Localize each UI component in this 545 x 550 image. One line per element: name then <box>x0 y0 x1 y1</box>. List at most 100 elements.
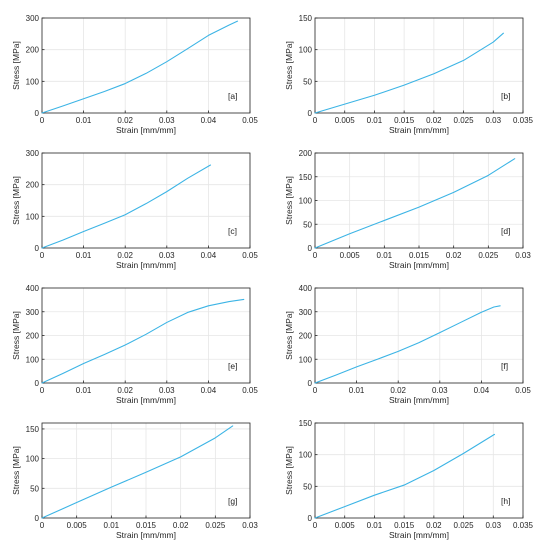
x-tick-label: 0.05 <box>242 251 258 260</box>
x-tick-label: 0.01 <box>76 386 92 395</box>
y-tick-label: 300 <box>26 14 40 23</box>
y-tick-label: 100 <box>26 212 40 221</box>
x-tick-label: 0.05 <box>242 116 258 125</box>
x-tick-label: 0.04 <box>201 386 217 395</box>
x-tick-label: 0.01 <box>76 116 92 125</box>
x-tick-label: 0 <box>40 521 45 530</box>
y-tick-label: 100 <box>299 355 313 364</box>
x-tick-label: 0.03 <box>159 251 175 260</box>
chart-panel: 0 0.01 0.02 0.03 0.04 0.05 0 100 200 300 Strain [m… <box>11 14 258 135</box>
y-tick-label: 0 <box>35 379 40 388</box>
panel-label: [c] <box>228 226 237 236</box>
x-tick-label: 0.03 <box>485 521 501 530</box>
x-tick-label: 0.03 <box>515 251 531 260</box>
panel-label: [f] <box>501 361 508 371</box>
chart-panel: 0 0.005 0.01 0.015 0.02 0.025 0.03 0.035 0 50 100 1… <box>284 14 534 135</box>
y-tick-label: 200 <box>26 332 40 341</box>
y-tick-label: 100 <box>26 355 40 364</box>
y-axis-label: Stress [MPa] <box>284 176 294 225</box>
x-tick-label: 0 <box>313 521 318 530</box>
x-axis-label: Strain [mm/mm] <box>116 530 176 540</box>
x-tick-label: 0.01 <box>377 251 393 260</box>
series-line <box>314 433 496 519</box>
x-tick-label: 0.005 <box>335 521 356 530</box>
panel-label: [e] <box>228 361 237 371</box>
chart-panel: 0 0.005 0.01 0.015 0.02 0.025 0.03 0 50 100 150 200… <box>284 149 531 270</box>
chart-panel: 0 0.01 0.02 0.03 0.04 0.05 0 100 200 300 400 Strain… <box>11 284 258 405</box>
y-tick-label: 100 <box>26 455 40 464</box>
x-tick-label: 0.035 <box>513 521 534 530</box>
y-tick-label: 150 <box>26 425 40 434</box>
x-tick-label: 0 <box>40 251 45 260</box>
x-tick-label: 0.03 <box>159 116 175 125</box>
panel-label: [b] <box>501 91 510 101</box>
y-tick-label: 400 <box>299 284 313 293</box>
x-tick-label: 0.015 <box>136 521 157 530</box>
x-tick-label: 0.035 <box>513 116 534 125</box>
series-line <box>41 20 239 114</box>
series-line <box>41 164 212 249</box>
y-tick-label: 200 <box>299 332 313 341</box>
series-line <box>314 32 504 114</box>
x-tick-label: 0 <box>313 386 318 395</box>
x-tick-label: 0.01 <box>367 521 383 530</box>
x-tick-label: 0.03 <box>432 386 448 395</box>
x-tick-label: 0.04 <box>201 116 217 125</box>
x-tick-label: 0.03 <box>242 521 258 530</box>
x-tick-label: 0.01 <box>367 116 383 125</box>
series-line <box>41 425 234 519</box>
x-tick-label: 0.005 <box>340 251 361 260</box>
x-tick-label: 0.05 <box>242 386 258 395</box>
x-axis-label: Strain [mm/mm] <box>116 260 176 270</box>
x-tick-label: 0.02 <box>426 116 442 125</box>
x-tick-label: 0 <box>313 251 318 260</box>
y-axis-label: Stress [MPa] <box>11 311 21 360</box>
y-tick-label: 0 <box>35 514 40 523</box>
x-tick-label: 0.03 <box>485 116 501 125</box>
y-tick-label: 100 <box>299 451 313 460</box>
chart-panel: 0 0.01 0.02 0.03 0.04 0.05 0 100 200 300 400 Strain… <box>284 284 531 405</box>
x-tick-label: 0.025 <box>205 521 226 530</box>
x-axis-label: Strain [mm/mm] <box>389 530 449 540</box>
series-line <box>314 305 501 384</box>
y-tick-label: 50 <box>303 220 312 229</box>
y-axis-label: Stress [MPa] <box>284 41 294 90</box>
x-tick-label: 0.015 <box>394 521 415 530</box>
panel-label: [h] <box>501 496 510 506</box>
x-tick-label: 0 <box>40 116 45 125</box>
x-tick-label: 0.04 <box>474 386 490 395</box>
chart-panel: 0 0.01 0.02 0.03 0.04 0.05 0 100 200 300 Strain [m… <box>11 149 258 270</box>
x-tick-label: 0.02 <box>117 386 133 395</box>
y-tick-label: 200 <box>299 149 313 158</box>
axes-box <box>314 422 524 519</box>
y-tick-label: 50 <box>303 77 312 86</box>
y-axis-label: Stress [MPa] <box>11 41 21 90</box>
panel-label: [a] <box>228 91 237 101</box>
chart-panel: 0 0.005 0.01 0.015 0.02 0.025 0.03 0.035 0 50 100 1… <box>284 419 534 540</box>
x-tick-label: 0 <box>313 116 318 125</box>
x-axis-label: Strain [mm/mm] <box>116 125 176 135</box>
x-axis-label: Strain [mm/mm] <box>389 395 449 405</box>
y-tick-label: 0 <box>308 109 313 118</box>
y-tick-label: 0 <box>308 379 313 388</box>
y-axis-label: Stress [MPa] <box>11 446 21 495</box>
x-tick-label: 0.015 <box>394 116 415 125</box>
y-axis-label: Stress [MPa] <box>284 311 294 360</box>
x-tick-label: 0.04 <box>201 251 217 260</box>
y-tick-label: 400 <box>26 284 40 293</box>
y-tick-label: 300 <box>26 149 40 158</box>
x-tick-label: 0.01 <box>349 386 365 395</box>
y-tick-label: 150 <box>299 419 313 428</box>
x-axis-label: Strain [mm/mm] <box>116 395 176 405</box>
x-tick-label: 0.02 <box>390 386 406 395</box>
axes-box <box>41 17 251 114</box>
x-tick-label: 0.05 <box>515 386 531 395</box>
axes-box <box>41 152 251 249</box>
x-tick-label: 0.01 <box>76 251 92 260</box>
series-line <box>41 298 245 384</box>
x-tick-label: 0.015 <box>409 251 430 260</box>
y-tick-label: 100 <box>26 77 40 86</box>
x-tick-label: 0.01 <box>104 521 120 530</box>
y-tick-label: 150 <box>299 173 313 182</box>
